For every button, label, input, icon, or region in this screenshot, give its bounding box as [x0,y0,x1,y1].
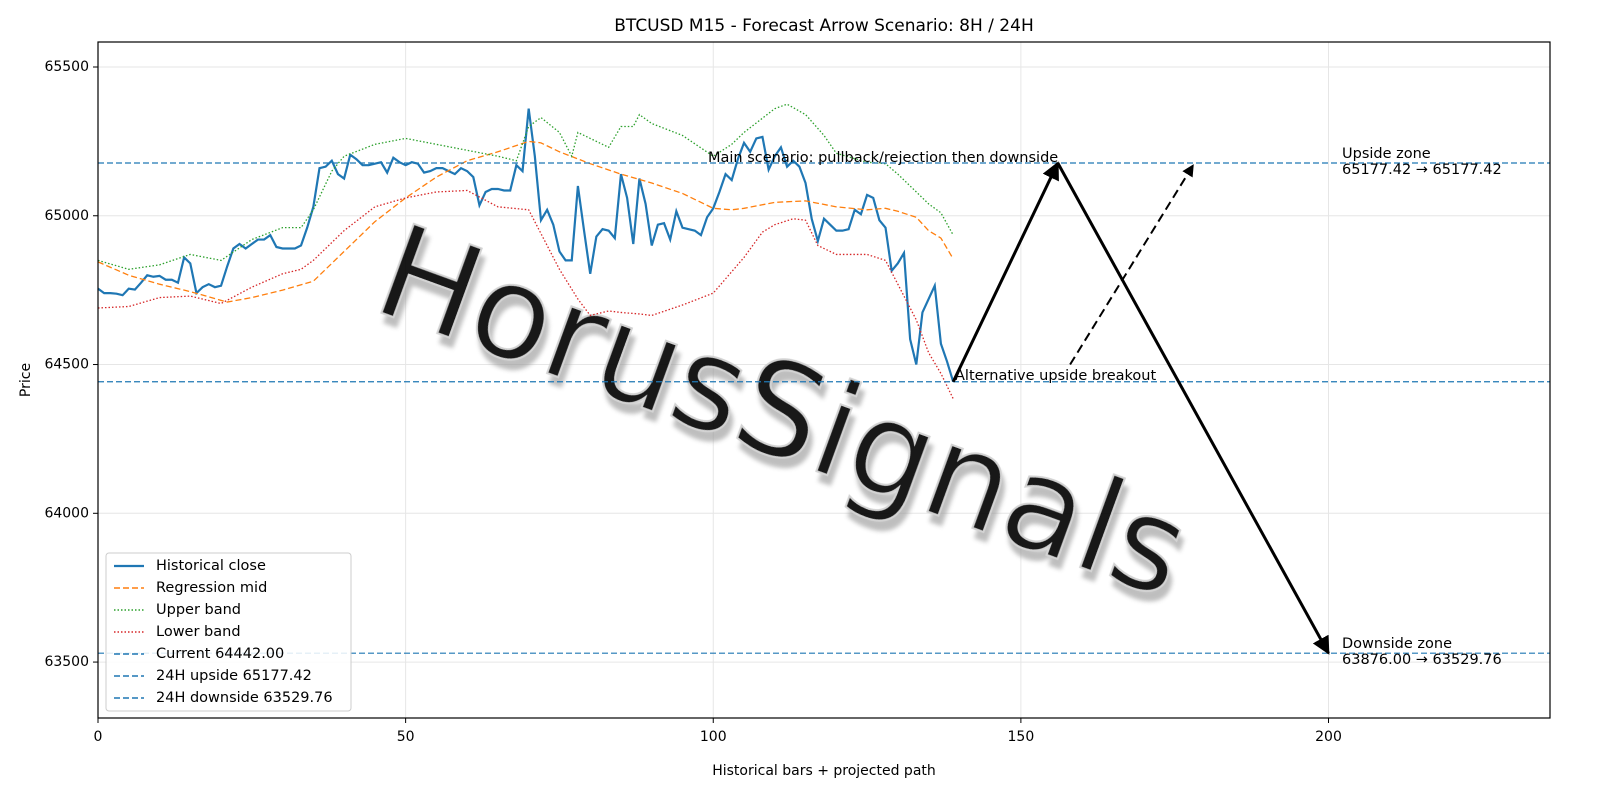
x-tick-label: 0 [94,729,103,745]
y-tick-label: 63500 [44,654,89,670]
series-line [97,108,955,383]
x-tick-label: 150 [1008,729,1035,745]
y-tick-label: 64500 [44,357,89,373]
y-tick-label: 65500 [44,59,89,75]
legend-label: Lower band [156,624,241,640]
legend-box [105,552,352,712]
legend-label: Upper band [156,602,241,618]
y-axis-label: Price [18,363,34,397]
annotation: 65177.42 → 65177.42 [1342,162,1502,178]
legend-label: Current 64442.00 [156,646,284,662]
legend-label: 24H downside 63529.76 [156,690,333,706]
x-tick-label: 50 [397,729,415,745]
forecast-arrow [951,161,1060,383]
series-line [97,103,954,270]
legend-label: 24H upside 65177.42 [156,668,312,684]
chart-title: BTCUSD M15 - Forecast Arrow Scenario: 8H… [614,16,1033,36]
y-tick-label: 64000 [44,505,89,521]
forecast-arrow [1056,162,1330,655]
legend-label: Historical close [156,558,266,574]
forecast-arrow [1069,164,1195,366]
annotation: Alternative upside breakout [955,368,1156,384]
x-tick-label: 100 [700,729,727,745]
legend-label: Regression mid [156,580,267,596]
x-tick-label: 200 [1315,729,1342,745]
series-line [97,140,954,303]
annotation: 63876.00 → 63529.76 [1342,652,1502,668]
annotation: Upside zone [1342,146,1431,162]
series-line [97,189,954,400]
plot-frame [97,41,1551,719]
x-axis-label: Historical bars + projected path [712,763,936,779]
annotation: Main scenario: pullback/rejection then d… [708,150,1058,166]
y-tick-label: 65000 [44,208,89,224]
annotation: Downside zone [1342,636,1452,652]
